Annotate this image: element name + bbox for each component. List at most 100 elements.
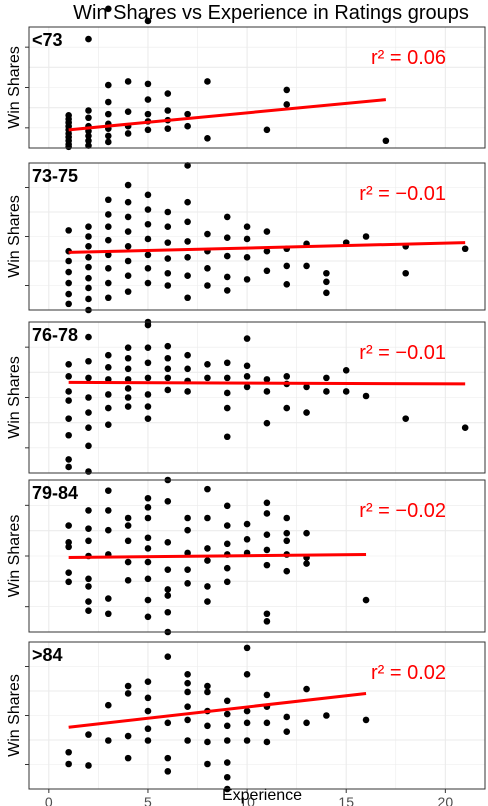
data-point	[342, 367, 350, 374]
data-point	[223, 773, 231, 781]
data-point	[105, 251, 112, 259]
panel-border	[28, 26, 486, 149]
data-point	[164, 497, 172, 505]
x-tick-label: 5	[144, 794, 152, 806]
data-point	[283, 537, 291, 545]
data-point	[283, 101, 291, 108]
data-point	[164, 208, 172, 216]
data-point	[204, 598, 211, 605]
data-point	[283, 514, 291, 522]
data-point	[144, 126, 152, 134]
data-point	[362, 392, 370, 400]
data-point	[184, 162, 191, 169]
data-point	[204, 374, 211, 382]
data-point	[164, 592, 172, 599]
data-point	[144, 613, 152, 621]
data-point	[85, 35, 92, 43]
data-point	[223, 374, 231, 382]
data-point	[362, 596, 370, 604]
data-point	[164, 768, 172, 775]
data-point	[223, 737, 231, 744]
data-point	[362, 716, 370, 724]
data-point	[323, 269, 330, 277]
data-point	[382, 137, 390, 145]
data-point	[124, 213, 132, 221]
data-point	[105, 223, 112, 230]
data-point	[184, 218, 191, 226]
data-point	[223, 404, 231, 412]
data-point	[243, 235, 251, 243]
data-point	[105, 737, 112, 744]
data-point	[204, 514, 211, 522]
data-point	[144, 725, 152, 733]
data-point	[65, 415, 72, 422]
data-point	[85, 142, 92, 149]
data-point	[204, 135, 211, 142]
data-point	[263, 388, 271, 395]
data-point	[303, 262, 310, 270]
data-point	[105, 404, 112, 412]
data-point	[263, 561, 271, 569]
data-point	[164, 223, 172, 230]
data-point	[164, 386, 172, 394]
data-point	[105, 138, 112, 146]
data-point	[144, 235, 152, 243]
data-point	[204, 722, 211, 730]
data-point	[65, 463, 72, 471]
data-point	[164, 354, 172, 362]
group-label: <73	[32, 30, 63, 50]
data-point	[243, 254, 251, 261]
data-point	[204, 583, 211, 590]
data-point	[144, 359, 152, 367]
data-point	[184, 671, 191, 678]
data-point	[65, 543, 72, 551]
data-point	[124, 394, 132, 401]
data-point	[124, 78, 132, 85]
data-point	[105, 526, 112, 534]
data-point	[402, 415, 409, 422]
data-point	[184, 737, 191, 744]
data-point	[184, 254, 191, 261]
data-point	[283, 86, 291, 94]
data-point	[85, 583, 92, 590]
data-point	[144, 191, 152, 199]
data-point	[263, 610, 271, 618]
data-point	[303, 383, 310, 391]
data-point	[164, 239, 172, 246]
data-point	[85, 295, 92, 303]
data-point	[184, 703, 191, 710]
data-point	[184, 514, 191, 522]
data-point	[243, 707, 251, 715]
data-point	[105, 595, 112, 602]
data-point	[144, 504, 152, 511]
data-point	[184, 294, 191, 302]
data-point	[85, 137, 92, 145]
data-point	[124, 108, 132, 115]
data-point	[223, 359, 231, 367]
data-point	[164, 719, 172, 727]
data-point	[124, 365, 132, 373]
data-point	[105, 236, 112, 244]
data-point	[85, 114, 92, 122]
data-point	[323, 388, 330, 395]
data-point	[263, 499, 271, 507]
data-point	[164, 586, 172, 593]
panel-border	[28, 321, 486, 474]
data-point	[65, 569, 72, 577]
data-point	[243, 335, 251, 342]
data-point	[144, 707, 152, 715]
data-point	[223, 433, 231, 441]
panel-border	[28, 479, 486, 633]
data-point	[144, 220, 152, 228]
data-point	[362, 233, 370, 240]
data-point	[223, 722, 231, 730]
data-point	[85, 607, 92, 615]
data-point	[164, 653, 172, 660]
data-point	[105, 132, 112, 140]
data-point	[223, 213, 231, 221]
data-point	[85, 575, 92, 583]
data-point	[144, 265, 152, 272]
data-point	[223, 697, 231, 705]
data-point	[105, 98, 112, 106]
data-point	[124, 682, 132, 690]
